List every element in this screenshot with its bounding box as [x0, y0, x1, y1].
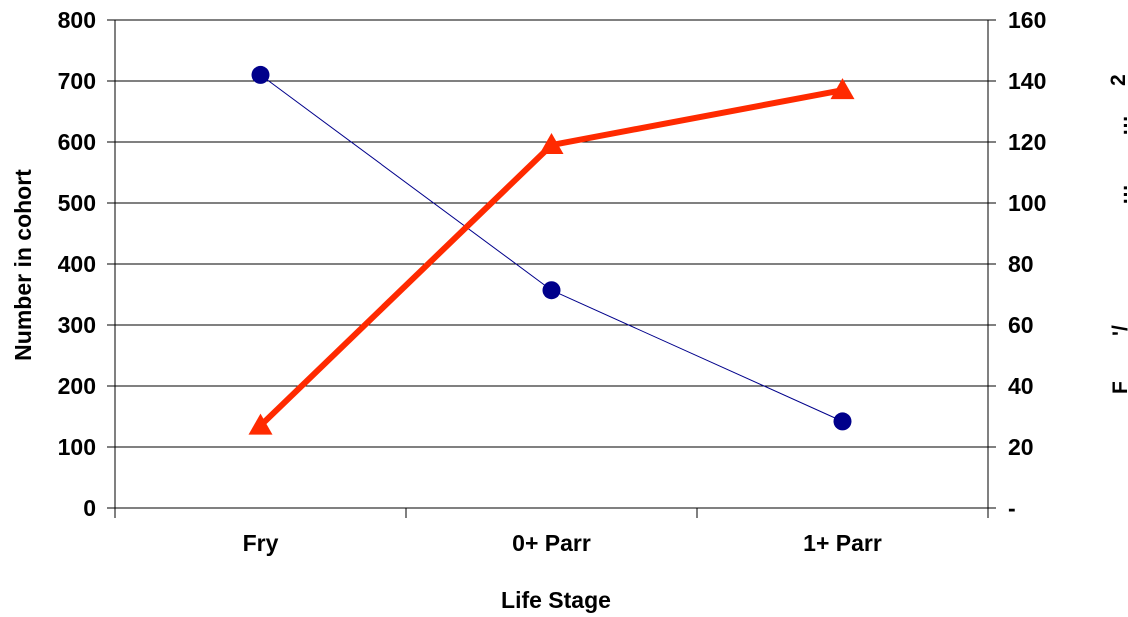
left-tick-label: 400	[58, 251, 96, 277]
left-tick-label: 500	[58, 190, 96, 216]
series-1-line	[260, 74, 843, 422]
right-tick-label: 40	[1008, 373, 1034, 399]
right-tick-label: 160	[1008, 7, 1046, 33]
right-tick-label: 100	[1008, 190, 1046, 216]
right-axis-fragment-1: 2	[1107, 74, 1128, 86]
series-1-point	[833, 412, 852, 431]
axes	[107, 19, 996, 518]
series-2-point	[539, 133, 564, 155]
right-tick-label: 140	[1008, 68, 1046, 94]
left-tick-label: 0	[83, 495, 96, 521]
series-1-point	[542, 281, 561, 300]
left-tick-label: 700	[58, 68, 96, 94]
right-tick-label: 80	[1008, 251, 1034, 277]
x-tick-label: 0+ Parr	[512, 530, 591, 556]
right-axis-fragment-5: F	[1109, 381, 1128, 394]
series-2-point	[830, 78, 855, 100]
left-tick-label: 300	[58, 312, 96, 338]
right-tick-label: -	[1008, 495, 1016, 521]
x-tick-label: 1+ Parr	[803, 530, 882, 556]
left-tick-label: 600	[58, 129, 96, 155]
right-tick-label: 60	[1008, 312, 1034, 338]
right-tick-label: 20	[1008, 434, 1034, 460]
x-tick-label: Fry	[243, 530, 279, 556]
right-axis-fragment-2: …	[1109, 115, 1128, 136]
right-tick-label: 120	[1008, 129, 1046, 155]
y-axis-title: Number in cohort	[10, 169, 36, 361]
series-2-point	[248, 413, 273, 435]
left-tick-label: 100	[58, 434, 96, 460]
right-axis-fragment-4: '/	[1109, 325, 1128, 336]
series-1-point	[251, 65, 270, 84]
left-tick-label: 200	[58, 373, 96, 399]
gridlines	[115, 19, 988, 448]
x-axis-title: Life Stage	[501, 587, 611, 613]
series-layer	[248, 65, 855, 435]
tick-labels: 0 100 200 300 400 500 600 700 800 - 20 40 60 80 100 120…	[58, 7, 1047, 556]
left-tick-label: 800	[58, 7, 96, 33]
right-axis-fragment-3: …	[1109, 184, 1128, 205]
